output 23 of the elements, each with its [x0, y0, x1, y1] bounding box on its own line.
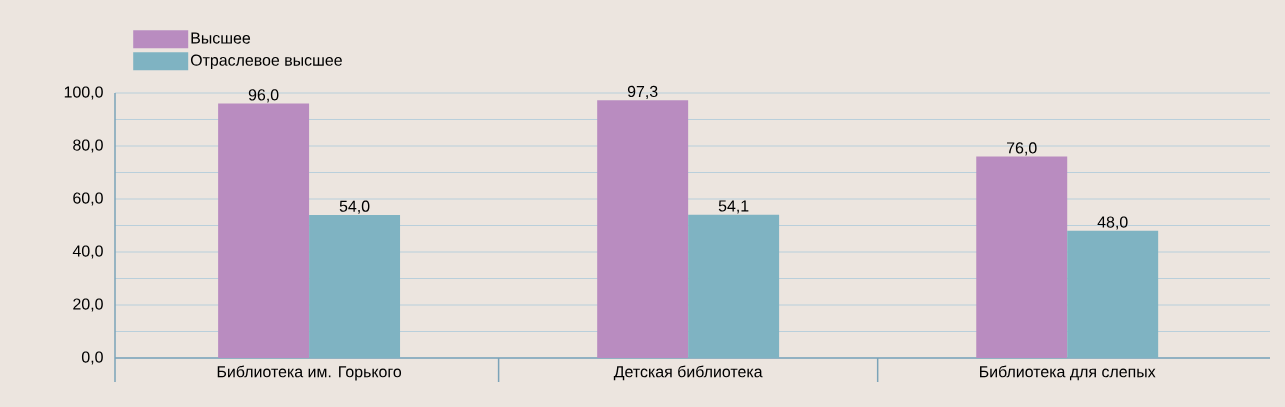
data-label: 96,0 [248, 89, 279, 103]
bar [976, 156, 1068, 358]
y-tick-label: 60,0 [73, 192, 103, 206]
bar [597, 100, 689, 358]
bar [688, 214, 780, 358]
y-tick-label: 20,0 [73, 298, 103, 312]
x-tick-label: Детская библиотека [613, 365, 763, 381]
x-tick-label: Библиотека для слепых [980, 365, 1156, 381]
y-tick-label: 100,0 [64, 86, 103, 100]
data-label: 76,0 [1007, 142, 1037, 156]
legend-label: Высшее [191, 32, 251, 44]
data-label: 48,0 [1097, 216, 1128, 230]
y-tick-label: 80,0 [73, 139, 103, 153]
data-label: 54,1 [718, 200, 749, 214]
data-label: 54,0 [339, 200, 370, 214]
x-tick-label: Библиотека им. Горького [217, 365, 402, 381]
bar [309, 214, 401, 358]
data-label: 97,3 [627, 85, 658, 99]
y-tick-label: 0,0 [81, 351, 103, 365]
bar [218, 103, 310, 358]
y-tick-label: 40,0 [72, 245, 103, 259]
legend-label: Отраслевое высшее [190, 54, 342, 69]
bar [1067, 230, 1159, 358]
